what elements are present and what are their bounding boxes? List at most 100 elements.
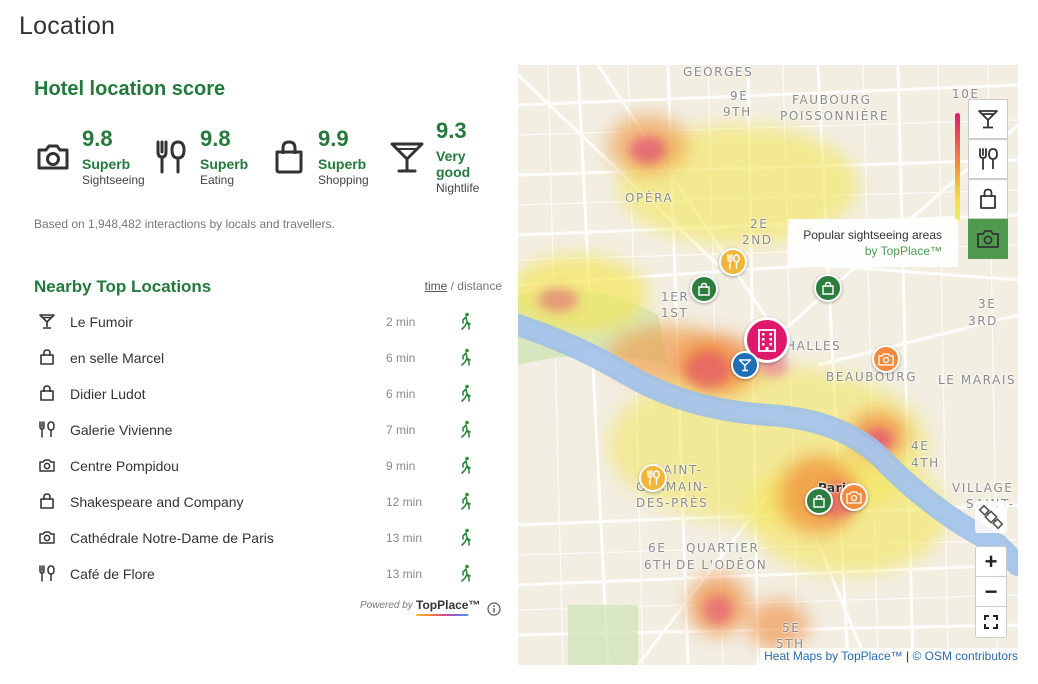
info-icon[interactable] bbox=[487, 602, 501, 616]
map-label: HALLES bbox=[786, 339, 842, 353]
location-name: Didier Ludot bbox=[70, 386, 146, 402]
sort-by-time-link[interactable]: time bbox=[424, 279, 448, 293]
sightseeing-layer-button[interactable] bbox=[968, 219, 1008, 259]
shopping-pin[interactable] bbox=[814, 274, 842, 302]
osm-attribution-link[interactable]: © OSM contributors bbox=[912, 649, 1018, 663]
map-label: 6E bbox=[648, 541, 667, 555]
sort-by-distance-link[interactable]: distance bbox=[457, 279, 502, 293]
hotel-pin[interactable] bbox=[744, 317, 790, 363]
map-label: GEORGES bbox=[683, 65, 754, 79]
nightlife-pin[interactable] bbox=[731, 351, 759, 379]
location-name: en selle Marcel bbox=[70, 350, 165, 366]
cocktail-icon bbox=[39, 314, 55, 329]
map-attribution: Heat Maps by TopPlace™ | © OSM contribut… bbox=[760, 648, 1018, 665]
tooltip-title: Popular sightseeing areas bbox=[803, 228, 942, 242]
cocktail-icon bbox=[978, 110, 998, 129]
food-pin[interactable] bbox=[639, 464, 667, 492]
map-label: 5E bbox=[782, 621, 801, 635]
location-name: Shakespeare and Company bbox=[70, 494, 244, 510]
score-category: Shopping bbox=[318, 173, 369, 187]
walking-icon bbox=[461, 528, 471, 546]
eating-layer-button[interactable] bbox=[968, 139, 1008, 179]
map-label: 3E bbox=[978, 297, 997, 311]
score-word: Very good bbox=[436, 148, 471, 180]
food-pin[interactable] bbox=[719, 248, 747, 276]
walking-icon bbox=[461, 420, 471, 438]
shopping-pin[interactable] bbox=[805, 487, 833, 515]
heatmaps-attribution-link[interactable]: Heat Maps by TopPlace™ bbox=[764, 649, 903, 663]
map-label: 2E bbox=[750, 217, 769, 231]
fork-knife-icon bbox=[156, 140, 186, 174]
location-name: Galerie Vivienne bbox=[70, 422, 173, 438]
location-name: Cathédrale Notre-Dame de Paris bbox=[70, 530, 274, 546]
score-category: Nightlife bbox=[436, 181, 480, 195]
score-value: 9.9 bbox=[318, 126, 349, 151]
score-word: Superb bbox=[82, 156, 131, 172]
zoom-in-button[interactable]: + bbox=[976, 547, 1006, 577]
shopping-pin[interactable] bbox=[690, 275, 718, 303]
fullscreen-button[interactable] bbox=[976, 607, 1006, 637]
walk-time: 13 min bbox=[386, 531, 423, 545]
walking-icon bbox=[461, 348, 471, 366]
attribution-separator: | bbox=[902, 649, 913, 663]
cocktail-icon bbox=[738, 359, 752, 372]
map-label: QUARTIER bbox=[686, 541, 760, 555]
camera-icon bbox=[878, 353, 894, 366]
sightseeing-pin[interactable] bbox=[872, 345, 900, 373]
walk-time: 6 min bbox=[386, 351, 416, 365]
nightlife-layer-button[interactable] bbox=[968, 99, 1008, 139]
tooltip-source: by TopPlace™ bbox=[864, 244, 942, 258]
walking-icon bbox=[461, 312, 471, 330]
shopping-bag-icon bbox=[980, 188, 996, 209]
list-item[interactable]: Le Fumoir 2 min bbox=[34, 304, 504, 340]
score-list: 9.8 Superb Sightseeing 9.8 Superb Eating… bbox=[34, 118, 504, 206]
camera-icon bbox=[37, 144, 69, 170]
zoom-out-button[interactable]: − bbox=[976, 577, 1006, 607]
location-name: Café de Flore bbox=[70, 566, 155, 582]
nearby-title: Nearby Top Locations bbox=[34, 277, 212, 296]
shopping-layer-button[interactable] bbox=[968, 179, 1008, 219]
map-label: FAUBOURG bbox=[792, 93, 872, 107]
satellite-toggle-button[interactable] bbox=[975, 501, 1007, 533]
list-item[interactable]: Didier Ludot 6 min bbox=[34, 376, 504, 412]
list-item[interactable]: en selle Marcel 6 min bbox=[34, 340, 504, 376]
cocktail-icon bbox=[390, 142, 424, 173]
fork-knife-icon bbox=[979, 148, 998, 170]
fork-knife-icon bbox=[727, 254, 740, 270]
score-value: 9.3 bbox=[436, 118, 467, 143]
score-category: Eating bbox=[200, 173, 235, 187]
shopping-bag-icon bbox=[822, 281, 834, 295]
list-item[interactable]: Café de Flore 13 min bbox=[34, 556, 504, 592]
map-base bbox=[518, 65, 1018, 665]
fork-knife-icon bbox=[647, 470, 660, 486]
shopping-bag-icon bbox=[813, 494, 825, 508]
camera-icon bbox=[39, 531, 55, 544]
walking-icon bbox=[461, 384, 471, 402]
map-label: 1ST bbox=[661, 306, 689, 320]
heat-map[interactable]: GEORGES 9E 9TH FAUBOURG POISSONNIÈRE 10E… bbox=[518, 65, 1018, 665]
map-label: 6TH bbox=[644, 558, 673, 572]
list-item[interactable]: Galerie Vivienne 7 min bbox=[34, 412, 504, 448]
topplace-logo[interactable]: TopPlace™ bbox=[416, 598, 481, 612]
sightseeing-pin[interactable] bbox=[840, 483, 868, 511]
walking-icon bbox=[461, 456, 471, 474]
walk-time: 7 min bbox=[386, 423, 416, 437]
list-item[interactable]: Shakespeare and Company 12 min bbox=[34, 484, 504, 520]
map-label: DE L'ODÉON bbox=[676, 558, 768, 572]
map-label: 4TH bbox=[911, 456, 940, 470]
camera-icon bbox=[39, 459, 55, 472]
walk-time: 13 min bbox=[386, 567, 423, 581]
building-icon bbox=[758, 329, 776, 352]
list-item[interactable]: Centre Pompidou 9 min bbox=[34, 448, 504, 484]
map-label: OPÉRA bbox=[625, 191, 674, 205]
location-name: Centre Pompidou bbox=[70, 458, 179, 474]
nearby-list: Le Fumoir 2 min en selle Marcel 6 min Di… bbox=[34, 304, 504, 592]
score-value: 9.8 bbox=[200, 126, 231, 151]
walking-icon bbox=[461, 564, 471, 582]
map-label: 2ND bbox=[742, 233, 773, 247]
sort-toggle: time / distance bbox=[425, 279, 502, 293]
list-item[interactable]: Cathédrale Notre-Dame de Paris 13 min bbox=[34, 520, 504, 556]
shopping-bag-icon bbox=[40, 493, 54, 509]
walk-time: 6 min bbox=[386, 387, 416, 401]
page-title: Location bbox=[19, 12, 116, 40]
